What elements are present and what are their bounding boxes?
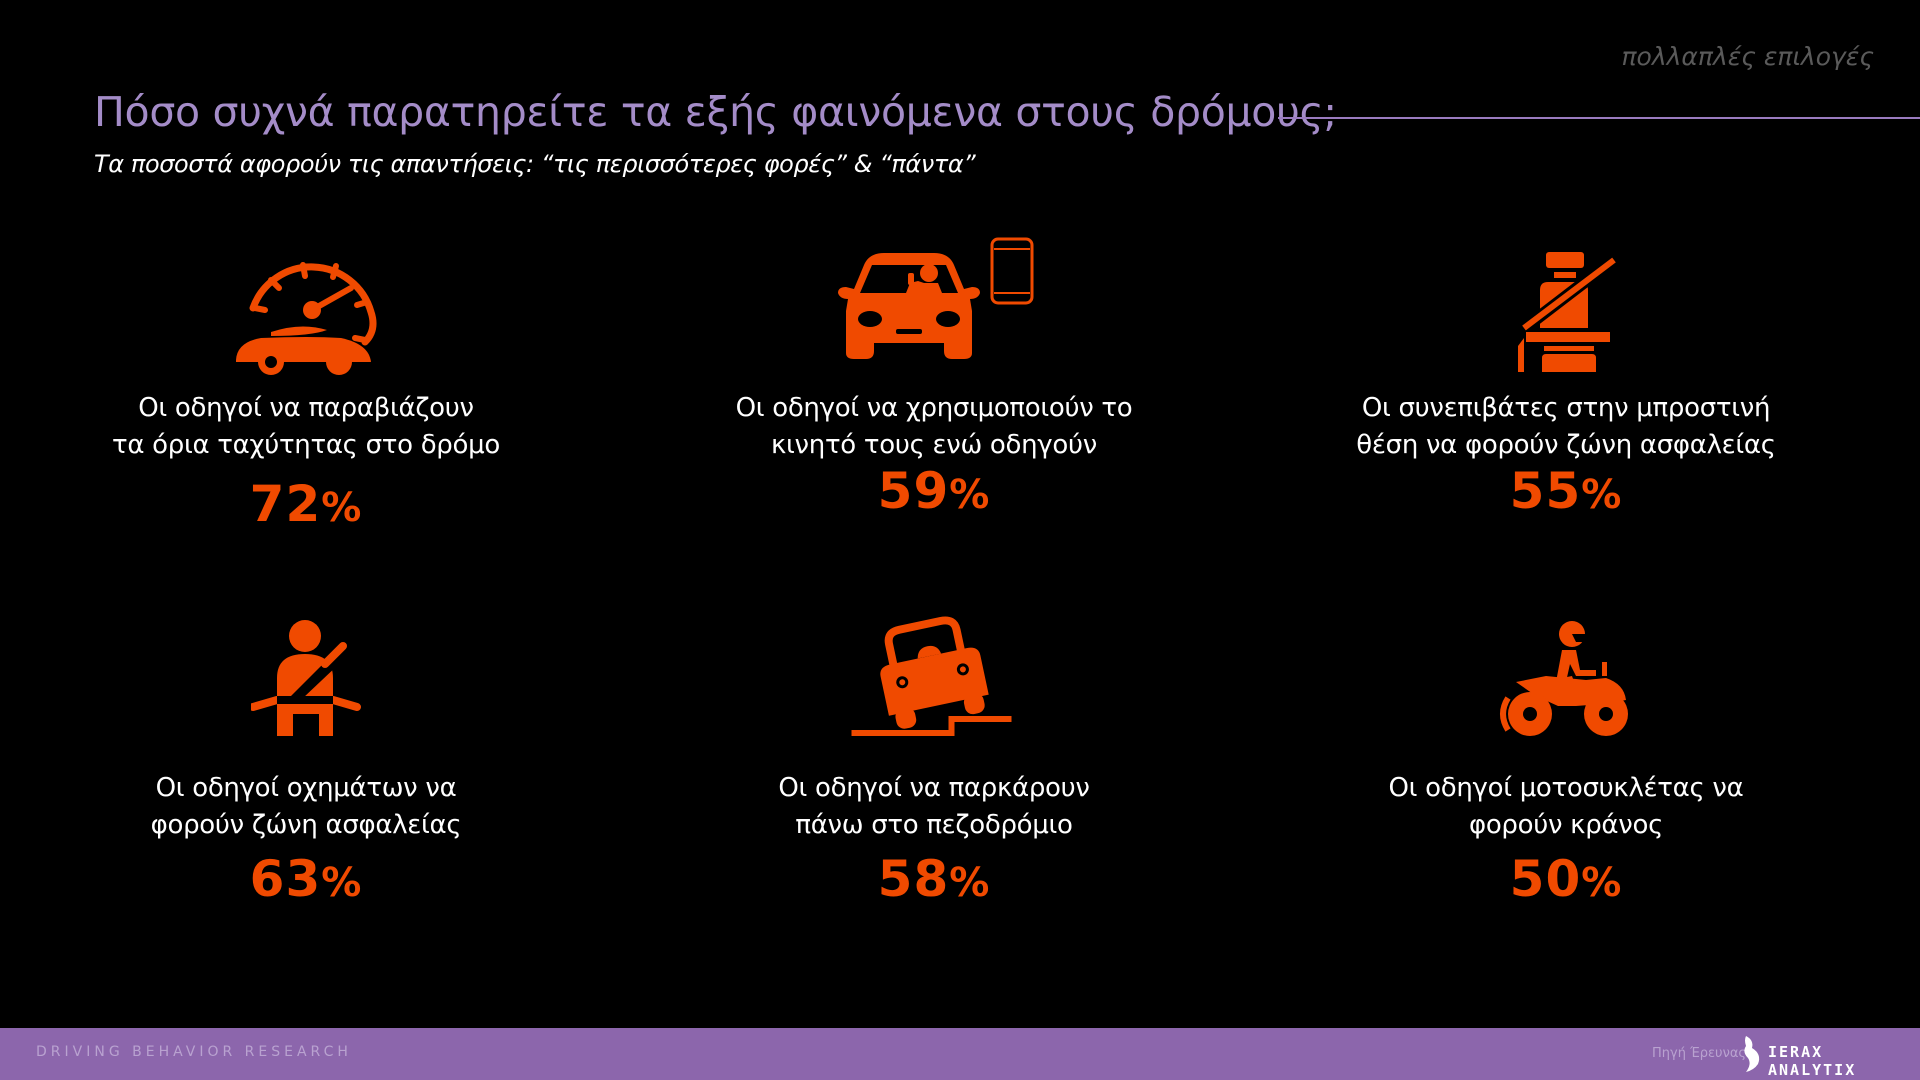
stat-value: 55% xyxy=(1509,462,1623,520)
seat-belt-seat-icon xyxy=(1506,250,1626,379)
ierax-logo-icon xyxy=(1740,1034,1764,1078)
tag-multiple-choice: πολλαπλές επιλογές xyxy=(1621,42,1875,71)
car-phone-icon xyxy=(834,235,1034,369)
page-title: Πόσο συχνά παρατηρείτε τα εξής φαινόμενα… xyxy=(94,88,1337,136)
stat-value: 72% xyxy=(249,475,363,533)
stat-card-speeding: Οι οδηγοί να παραβιάζουν τα όρια ταχύτητ… xyxy=(26,240,586,540)
page-subtitle: Τα ποσοστά αφορούν τις απαντήσεις: “τις … xyxy=(94,150,976,178)
stat-label: Οι οδηγοί να παρκάρουν πάνω στο πεζοδρόμ… xyxy=(778,773,1090,840)
source-label: Πηγή Έρευνας: xyxy=(1652,1046,1751,1061)
stat-value: 50% xyxy=(1509,850,1623,908)
stat-value: 59% xyxy=(877,462,991,520)
stat-label: Οι οδηγοί οχημάτων να φορούν ζώνη ασφαλε… xyxy=(150,773,462,840)
stat-card-phone-use: Οι οδηγοί να χρησιμοποιούν το κινητό του… xyxy=(654,230,1214,530)
stat-card-helmet: Οι οδηγοί μοτοσυκλέτας να φορούν κράνος … xyxy=(1286,600,1846,910)
title-rule xyxy=(1278,117,1920,119)
stat-value: 58% xyxy=(877,850,991,908)
stat-label: Οι συνεπιβάτες στην μπροστινή θέση να φο… xyxy=(1356,393,1776,460)
stat-card-driver-belt: Οι οδηγοί οχημάτων να φορούν ζώνη ασφαλε… xyxy=(26,610,586,910)
speedometer-car-icon xyxy=(231,250,381,379)
stat-card-passenger-belt: Οι συνεπιβάτες στην μπροστινή θέση να φο… xyxy=(1286,240,1846,540)
footer-bar: DRIVING BEHAVIOR RESEARCH Πηγή Έρευνας: … xyxy=(0,1028,1920,1080)
car-on-sidewalk-icon xyxy=(851,615,1017,744)
stat-label: Οι οδηγοί μοτοσυκλέτας να φορούν κράνος xyxy=(1388,773,1744,840)
person-seatbelt-icon xyxy=(249,618,361,742)
source-name: IERAX ANALYTIX xyxy=(1768,1043,1857,1079)
stat-label: Οι οδηγοί να παραβιάζουν τα όρια ταχύτητ… xyxy=(112,393,500,460)
footer-brandline: DRIVING BEHAVIOR RESEARCH xyxy=(36,1044,352,1060)
motorcycle-helmet-icon xyxy=(1496,620,1636,744)
stat-value: 63% xyxy=(249,850,363,908)
stat-label: Οι οδηγοί να χρησιμοποιούν το κινητό του… xyxy=(735,393,1133,460)
stat-card-sidewalk-parking: Οι οδηγοί να παρκάρουν πάνω στο πεζοδρόμ… xyxy=(654,600,1214,910)
